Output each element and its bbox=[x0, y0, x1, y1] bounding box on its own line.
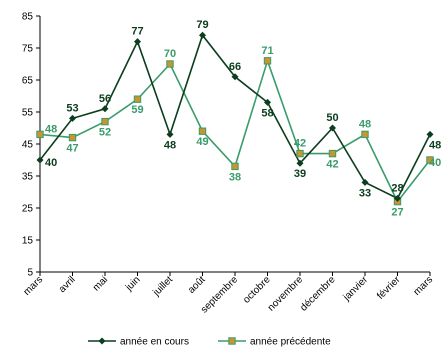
point-marker bbox=[328, 149, 337, 158]
legend-marker bbox=[228, 337, 236, 345]
point-marker bbox=[296, 149, 304, 158]
data-label: 33 bbox=[359, 187, 371, 199]
point-marker bbox=[36, 156, 44, 164]
legend-item: année précédente bbox=[218, 337, 331, 348]
point-marker bbox=[329, 124, 336, 132]
x-tick-label: février bbox=[375, 274, 403, 302]
x-tick-label: juillet bbox=[151, 274, 176, 299]
x-tick-label: mars bbox=[412, 274, 436, 298]
data-label: 58 bbox=[261, 107, 273, 119]
point-marker bbox=[134, 38, 141, 46]
point-marker bbox=[296, 159, 304, 167]
point-marker bbox=[394, 194, 401, 202]
y-tick-label: 45 bbox=[22, 140, 34, 151]
data-label: 71 bbox=[261, 45, 273, 57]
y-tick-label: 65 bbox=[22, 76, 34, 87]
point-marker bbox=[68, 133, 77, 142]
axes bbox=[39, 16, 430, 273]
y-axis-ticks: 5 15 25 35 45 55 65 75 85 bbox=[22, 12, 40, 279]
point-marker bbox=[36, 130, 44, 139]
point-marker bbox=[426, 156, 434, 164]
y-tick-label: 75 bbox=[22, 44, 34, 55]
data-label: 52 bbox=[99, 127, 111, 139]
point-marker bbox=[133, 95, 142, 103]
point-marker bbox=[231, 162, 239, 171]
point-marker bbox=[199, 31, 206, 39]
data-label: 49 bbox=[196, 136, 208, 148]
data-label: 42 bbox=[326, 159, 338, 171]
y-tick-label: 55 bbox=[22, 108, 34, 119]
data-label: 48 bbox=[359, 118, 371, 130]
data-label: 27 bbox=[391, 207, 403, 219]
series-markers bbox=[36, 31, 434, 206]
point-marker bbox=[361, 130, 369, 139]
point-marker bbox=[166, 130, 174, 138]
data-label: 28 bbox=[391, 182, 403, 194]
x-tick-label: mars bbox=[22, 274, 46, 298]
data-label: 40 bbox=[429, 157, 441, 169]
point-marker bbox=[69, 114, 76, 122]
point-marker bbox=[264, 98, 271, 106]
y-tick-label: 35 bbox=[22, 172, 34, 183]
y-tick-label: 25 bbox=[22, 204, 34, 215]
x-tick-label: avril bbox=[57, 274, 78, 295]
x-tick-label: janvier bbox=[341, 274, 371, 304]
x-tick-label: août bbox=[186, 274, 208, 296]
point-marker bbox=[101, 117, 109, 126]
data-label: 66 bbox=[229, 61, 241, 73]
y-tick-label: 15 bbox=[22, 236, 34, 247]
data-label: 79 bbox=[196, 19, 208, 31]
data-label: 59 bbox=[131, 104, 143, 116]
data-labels: 40 53 56 77 48 79 66 58 39 50 33 28 48 48 47 52 59 70 49 38… bbox=[45, 19, 441, 218]
data-label: 70 bbox=[164, 48, 176, 60]
data-label: 38 bbox=[229, 171, 241, 183]
point-marker bbox=[166, 60, 174, 68]
data-label: 50 bbox=[326, 112, 338, 124]
legend: année en cours année précédente bbox=[88, 337, 331, 348]
y-tick-label: 85 bbox=[22, 12, 34, 23]
point-marker bbox=[231, 73, 239, 81]
data-label: 77 bbox=[131, 26, 143, 38]
data-label: 40 bbox=[45, 157, 57, 169]
legend-label: année en cours bbox=[120, 337, 189, 348]
point-marker bbox=[361, 178, 369, 186]
data-label: 47 bbox=[66, 143, 78, 155]
data-label: 53 bbox=[66, 102, 78, 114]
x-tick-label: décembre bbox=[298, 274, 338, 314]
legend-label: année précédente bbox=[250, 337, 331, 348]
data-label: 48 bbox=[429, 139, 441, 151]
point-marker bbox=[426, 130, 434, 138]
data-label: 48 bbox=[45, 123, 57, 135]
point-marker bbox=[198, 127, 207, 135]
y-tick-label: 5 bbox=[27, 268, 33, 279]
point-marker bbox=[263, 57, 272, 65]
data-label: 48 bbox=[164, 139, 176, 151]
data-label: 56 bbox=[99, 93, 111, 105]
x-tick-label: juin bbox=[123, 274, 143, 294]
data-label: 42 bbox=[294, 138, 306, 150]
data-label: 39 bbox=[294, 168, 306, 180]
point-marker bbox=[101, 105, 109, 113]
legend-marker bbox=[98, 337, 106, 345]
x-tick-label: mai bbox=[91, 274, 110, 293]
x-tick-label: octobre bbox=[241, 274, 273, 306]
legend-item: année en cours bbox=[88, 337, 189, 348]
